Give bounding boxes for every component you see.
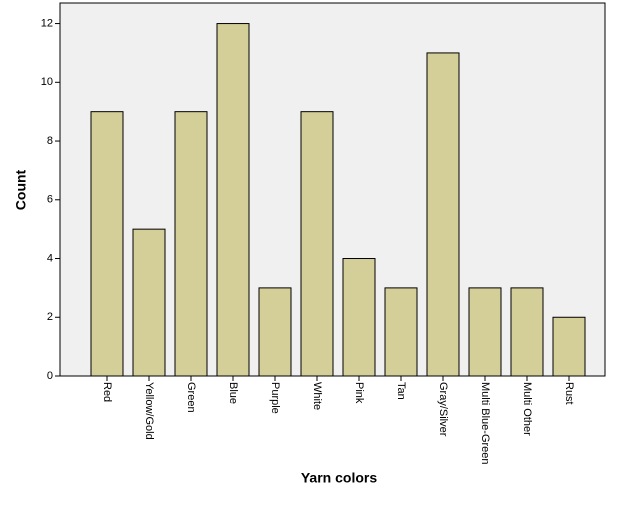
bar [426,52,460,377]
bar [90,111,124,377]
x-tick-label: Gray/Silver [437,382,449,437]
y-tick-label: 12 [41,17,53,29]
bar [468,287,502,377]
bar [510,287,544,377]
bar [174,111,208,377]
bar [216,23,250,377]
y-tick-label: 0 [47,370,53,382]
x-tick-label: White [311,382,323,410]
y-tick-label: 8 [47,135,53,147]
bar [132,228,166,377]
bar [258,287,292,377]
x-tick-label: Multi Other [521,382,533,436]
bar [552,316,586,377]
y-tick-label: 4 [47,252,53,264]
x-tick-label: Red [101,382,113,402]
x-tick-label: Blue [227,382,239,404]
x-tick-label: Multi Blue-Green [479,382,491,465]
x-axis-title: Yarn colors [301,470,377,486]
bar [342,258,376,377]
x-tick-label: Pink [353,382,365,404]
x-tick-label: Green [185,382,197,413]
bar [384,287,418,377]
bar [300,111,334,377]
y-tick-label: 6 [47,194,53,206]
y-tick-label: 10 [41,76,53,88]
x-tick-label: Purple [269,382,281,414]
y-axis-title: Count [13,169,29,210]
y-tick-label: 2 [47,311,53,323]
x-tick-label: Yellow/Gold [143,382,155,440]
x-tick-label: Tan [395,382,407,400]
x-tick-label: Rust [563,382,575,405]
